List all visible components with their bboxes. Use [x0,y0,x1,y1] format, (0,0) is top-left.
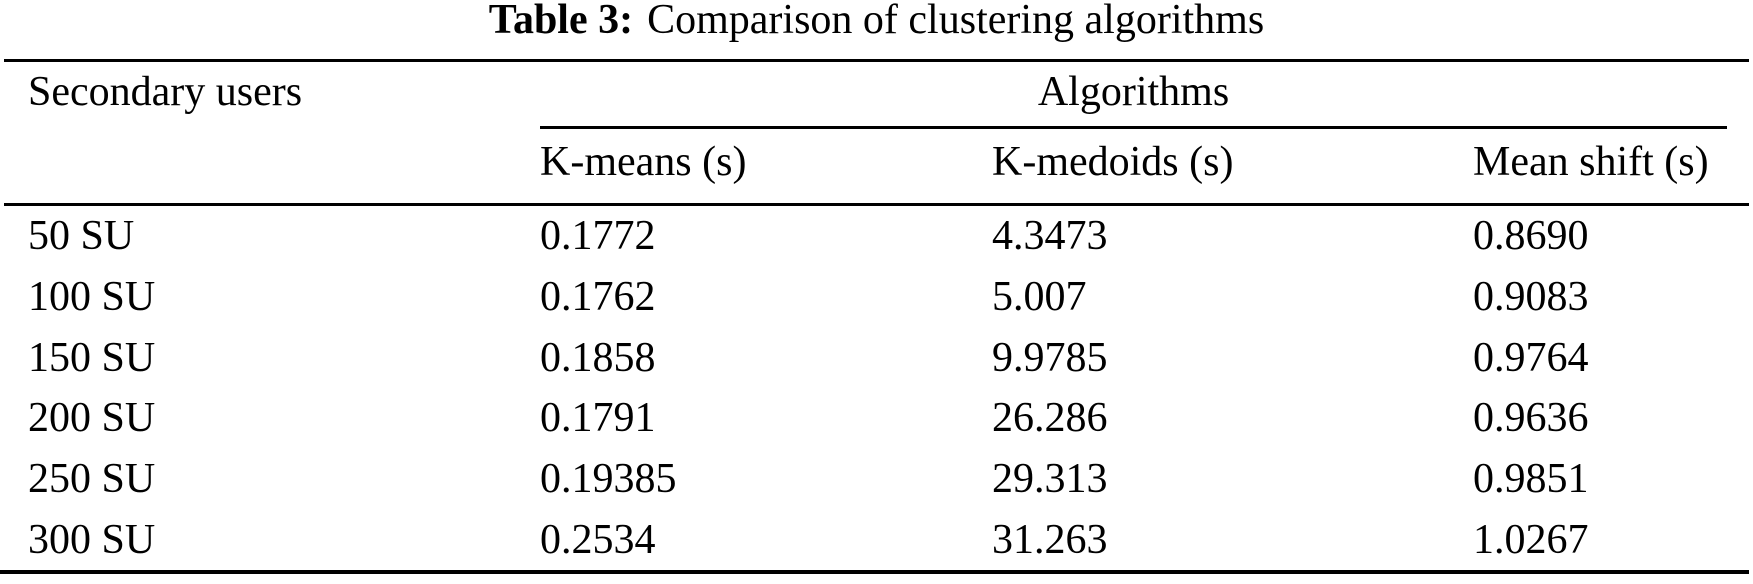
kmedoids-value: 4.3473 [992,213,1108,260]
bottom-rule [0,570,1749,574]
row-label: 250 SU [28,455,156,502]
kmeans-value: 0.1772 [540,213,656,260]
column-header-kmeans: K-means (s) [540,139,747,185]
kmeans-value: 0.19385 [540,455,677,502]
meanshift-value: 0.9083 [1473,273,1589,320]
header-separator-rule [4,203,1749,206]
table-caption: Table 3: Comparison of clustering algorit… [0,0,1753,44]
table-row: 300 SU 0.2534 31.263 1.0267 [0,509,1753,570]
kmedoids-value: 26.286 [992,395,1108,442]
kmeans-value: 0.1762 [540,273,656,320]
kmeans-value: 0.2534 [540,516,656,563]
kmedoids-value: 31.263 [992,516,1108,563]
table-caption-text: Comparison of clustering algorithms [647,0,1265,43]
top-rule [4,59,1749,62]
row-label: 300 SU [28,516,156,563]
meanshift-value: 0.9764 [1473,334,1589,381]
table-row: 200 SU 0.1791 26.286 0.9636 [0,388,1753,449]
row-label: 100 SU [28,273,156,320]
kmeans-value: 0.1858 [540,334,656,381]
kmedoids-value: 9.9785 [992,334,1108,381]
meanshift-value: 1.0267 [1473,516,1589,563]
meanshift-value: 0.9636 [1473,395,1589,442]
table-row: 150 SU 0.1858 9.9785 0.9764 [0,327,1753,388]
algorithms-underline-rule [540,126,1727,129]
kmedoids-value: 5.007 [992,273,1087,320]
row-label: 50 SU [28,213,135,260]
table-row: 100 SU 0.1762 5.007 0.9083 [0,267,1753,328]
meanshift-value: 0.8690 [1473,213,1589,260]
row-label: 200 SU [28,395,156,442]
table-row: 50 SU 0.1772 4.3473 0.8690 [0,206,1753,267]
algorithms-group-header: Algorithms [1037,69,1230,115]
table-caption-number: Table 3: [488,0,634,43]
stub-column-header: Secondary users [28,69,303,115]
column-header-kmedoids: K-medoids (s) [992,139,1234,185]
kmeans-value: 0.1791 [540,395,656,442]
kmedoids-value: 29.313 [992,455,1108,502]
row-label: 150 SU [28,334,156,381]
table-body: 50 SU 0.1772 4.3473 0.8690 100 SU 0.1762… [0,206,1753,570]
column-header-meanshift: Mean shift (s) [1473,139,1709,185]
table-row: 250 SU 0.19385 29.313 0.9851 [0,449,1753,510]
meanshift-value: 0.9851 [1473,455,1589,502]
